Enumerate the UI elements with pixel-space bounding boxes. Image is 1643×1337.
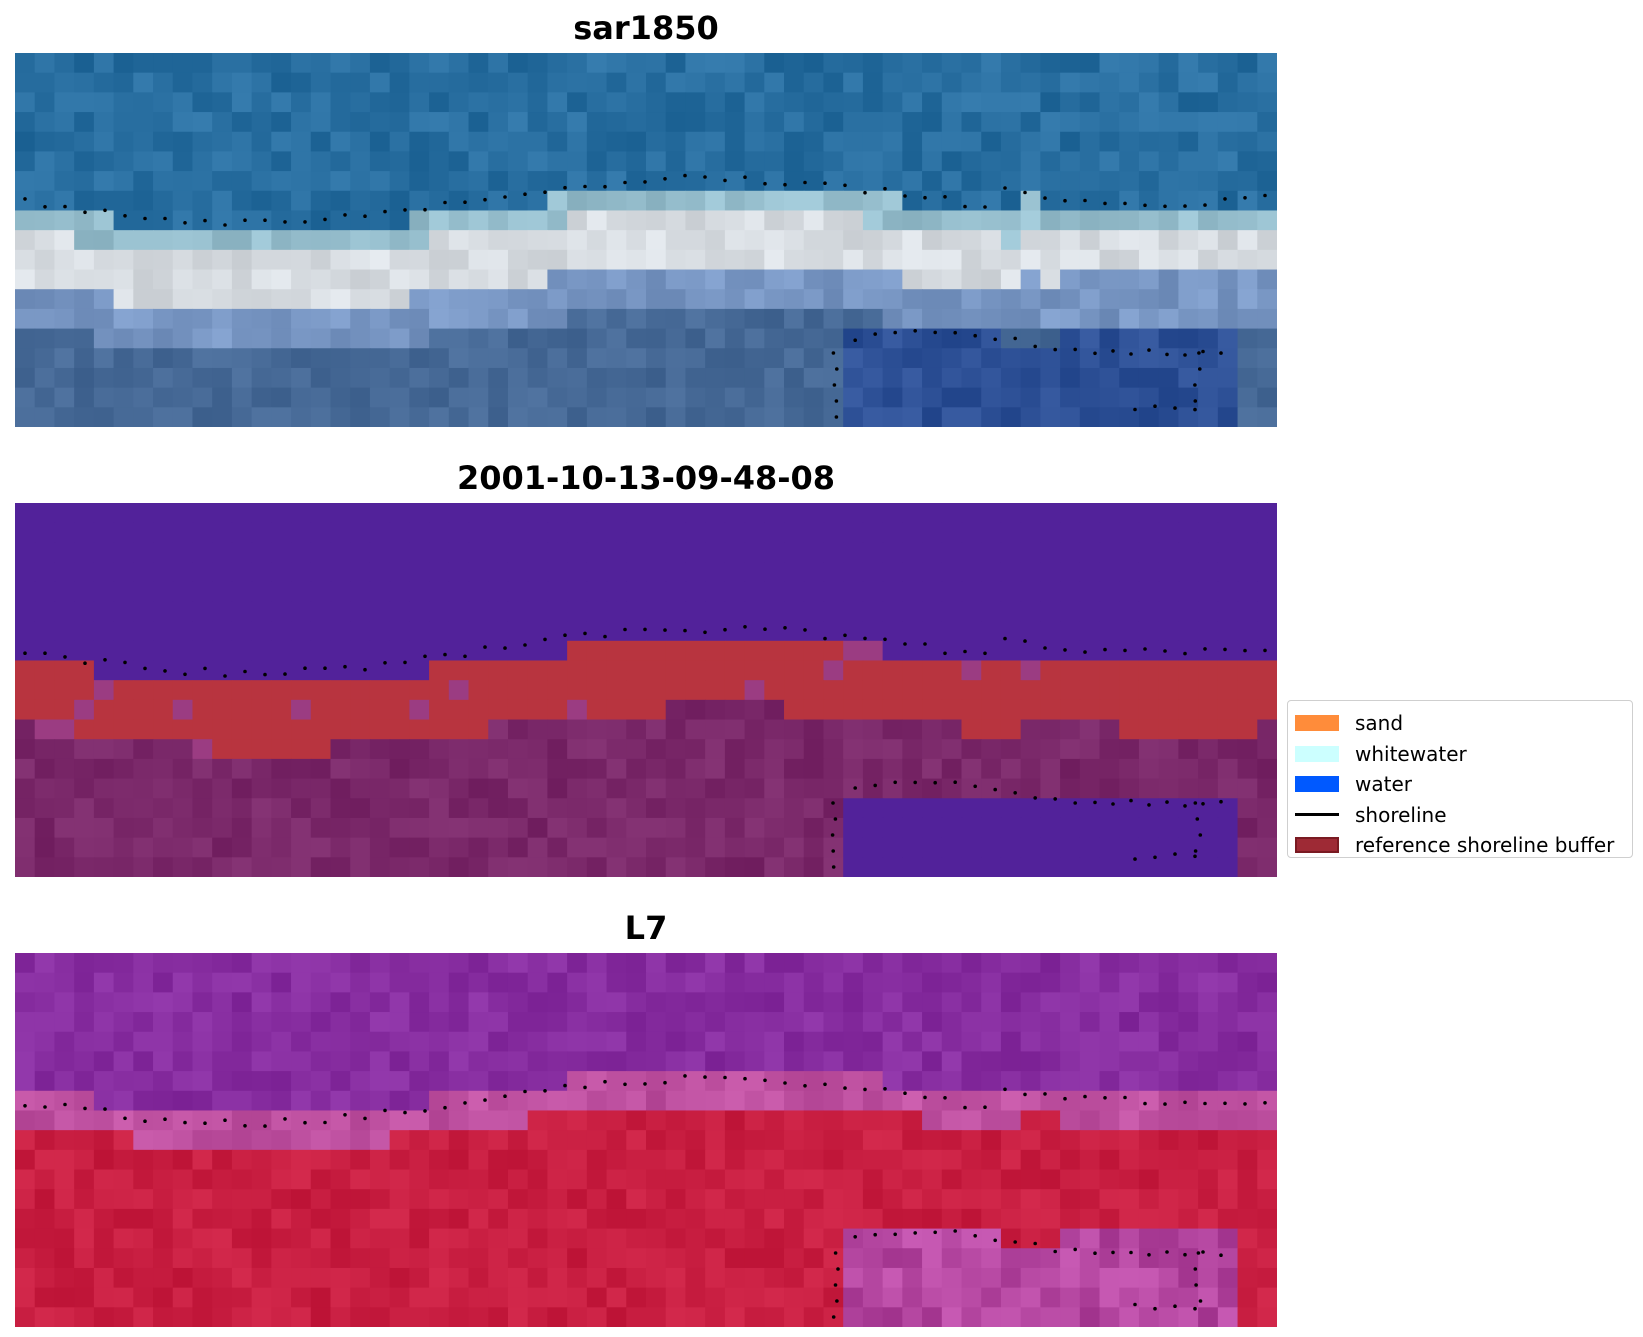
- ndwi-image: [15, 953, 1277, 1327]
- classification-image: [15, 503, 1277, 877]
- legend-item-reference-buffer: reference shoreline buffer: [1295, 830, 1632, 861]
- sand-swatch: [1295, 715, 1339, 732]
- rgb-image: [15, 53, 1277, 427]
- water-swatch: [1295, 776, 1339, 793]
- legend-item-whitewater: whitewater: [1295, 739, 1632, 770]
- panel-title-ndwi: L7: [624, 909, 668, 947]
- image-panel-ndwi: [15, 953, 1277, 1327]
- shoreline-dots: [23, 173, 1267, 419]
- legend-label-sand: sand: [1355, 711, 1404, 736]
- reference-buffer-swatch: [1295, 837, 1339, 854]
- image-panel-classification: [15, 503, 1277, 877]
- legend-item-sand: sand: [1295, 708, 1632, 739]
- panel-title-rgb: sar1850: [573, 9, 719, 47]
- panel-title-classification: 2001-10-13-09-48-08: [456, 459, 836, 497]
- legend-item-water: water: [1295, 769, 1632, 800]
- legend-label-water: water: [1355, 772, 1412, 797]
- legend-label-shoreline: shoreline: [1355, 802, 1447, 827]
- shoreline-line-swatch: [1295, 813, 1339, 817]
- legend-label-whitewater: whitewater: [1355, 741, 1467, 766]
- whitewater-swatch: [1295, 745, 1339, 762]
- shoreline-dots: [23, 1074, 1267, 1319]
- legend-item-shoreline: shoreline: [1295, 800, 1632, 831]
- legend-label-reference-buffer: reference shoreline buffer: [1355, 833, 1615, 858]
- shoreline-dots: [23, 625, 1267, 869]
- legend: sand whitewater water shoreline referenc…: [1287, 700, 1633, 858]
- image-panel-rgb: [15, 53, 1277, 427]
